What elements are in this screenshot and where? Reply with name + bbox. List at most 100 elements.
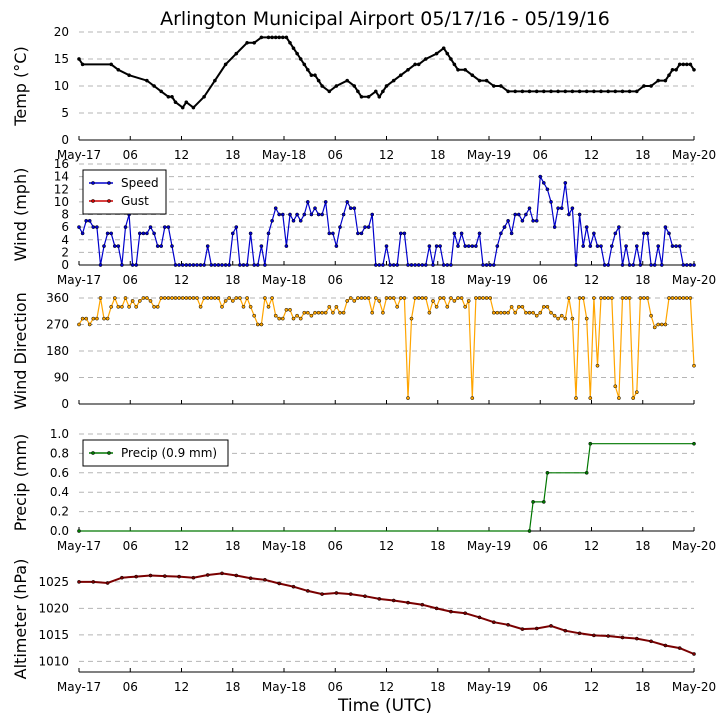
data-point [620,89,625,94]
y-tick-label: 8 [61,208,69,222]
data-point [177,263,181,267]
data-point [238,296,242,300]
x-tick-label: 18 [635,148,650,162]
data-point [627,89,632,94]
data-point [463,67,468,72]
data-point [327,231,332,236]
data-point [502,310,507,315]
data-point [234,51,239,56]
data-point [91,316,96,321]
data-point [423,57,428,61]
data-point [302,212,307,217]
data-point [345,299,350,303]
y-tick-label: 0.6 [50,466,69,480]
data-point [162,296,167,300]
data-point [684,296,689,300]
data-point [552,225,557,229]
data-point [574,396,578,400]
series-line-precip-0-9-mm- [79,443,694,532]
data-point [230,299,235,303]
data-point [316,212,321,217]
data-point [320,310,324,315]
data-point [634,390,639,395]
data-point [202,263,206,267]
x-tick-label: May-20 [672,680,716,694]
data-point [112,244,117,248]
data-point [187,263,192,267]
data-point [541,181,546,185]
data-point [452,231,457,236]
data-point [234,296,239,300]
data-point [642,84,646,88]
data-point [449,263,453,267]
legend-label: Precip (0.9 mm) [121,446,217,460]
data-point [670,244,675,248]
y-tick-label: 10 [54,195,69,209]
data-point [649,84,653,88]
data-point [463,611,468,616]
y-tick-label: 6 [61,220,69,234]
data-point [556,316,560,321]
x-tick-label: May-17 [57,539,101,553]
data-point [624,244,628,248]
x-tick-label: May-18 [262,148,306,162]
y-tick-label: 180 [46,344,69,358]
data-point [384,296,389,300]
data-point [348,592,353,596]
legend-precip: Precip (0.9 mm) [82,439,229,467]
data-point [238,263,242,267]
data-point [273,35,278,40]
data-point [313,73,317,78]
data-point [513,89,518,94]
data-point [356,296,360,300]
x-tick-label: 12 [174,539,189,553]
data-point [413,62,417,67]
data-point [134,304,139,309]
data-point [277,212,282,217]
data-point [323,200,328,204]
data-point [280,212,285,217]
data-point [80,316,85,321]
x-tick-label: 12 [174,148,189,162]
data-point [334,304,339,309]
data-point [230,231,235,236]
data-point [634,89,639,94]
data-point [692,263,696,267]
data-point [570,206,575,211]
data-point [348,206,353,211]
data-point [91,580,96,584]
y-tick-label: 1.0 [50,427,69,441]
data-point [659,322,664,327]
x-tick-label: 18 [225,148,240,162]
data-point [291,218,296,223]
data-point [316,78,321,83]
data-point [356,89,360,94]
panel-alt: 1010 1015 1020 1025 May-17 06 12 18 May-18 06 12 18… [11,559,716,694]
legend-box [82,169,167,215]
data-point [445,51,450,56]
legend-label: Gust [121,194,149,208]
data-point [592,89,596,94]
x-tick-label: 18 [635,539,650,553]
data-point [588,244,593,248]
data-point [538,174,543,179]
data-point [195,296,199,300]
data-point [370,310,375,315]
legend-marker [91,199,95,203]
data-point [180,263,185,267]
data-point [377,94,382,99]
data-point [120,263,124,267]
data-point [173,296,178,300]
data-point [152,304,156,309]
data-point [474,244,478,248]
data-point [449,296,453,300]
data-point [449,57,453,61]
data-point [527,206,532,211]
data-point [366,225,371,229]
data-point [334,244,339,248]
x-tick-label: 06 [533,539,548,553]
data-point [209,263,214,267]
data-point [513,310,518,315]
data-point [102,244,106,248]
data-point [223,62,228,67]
